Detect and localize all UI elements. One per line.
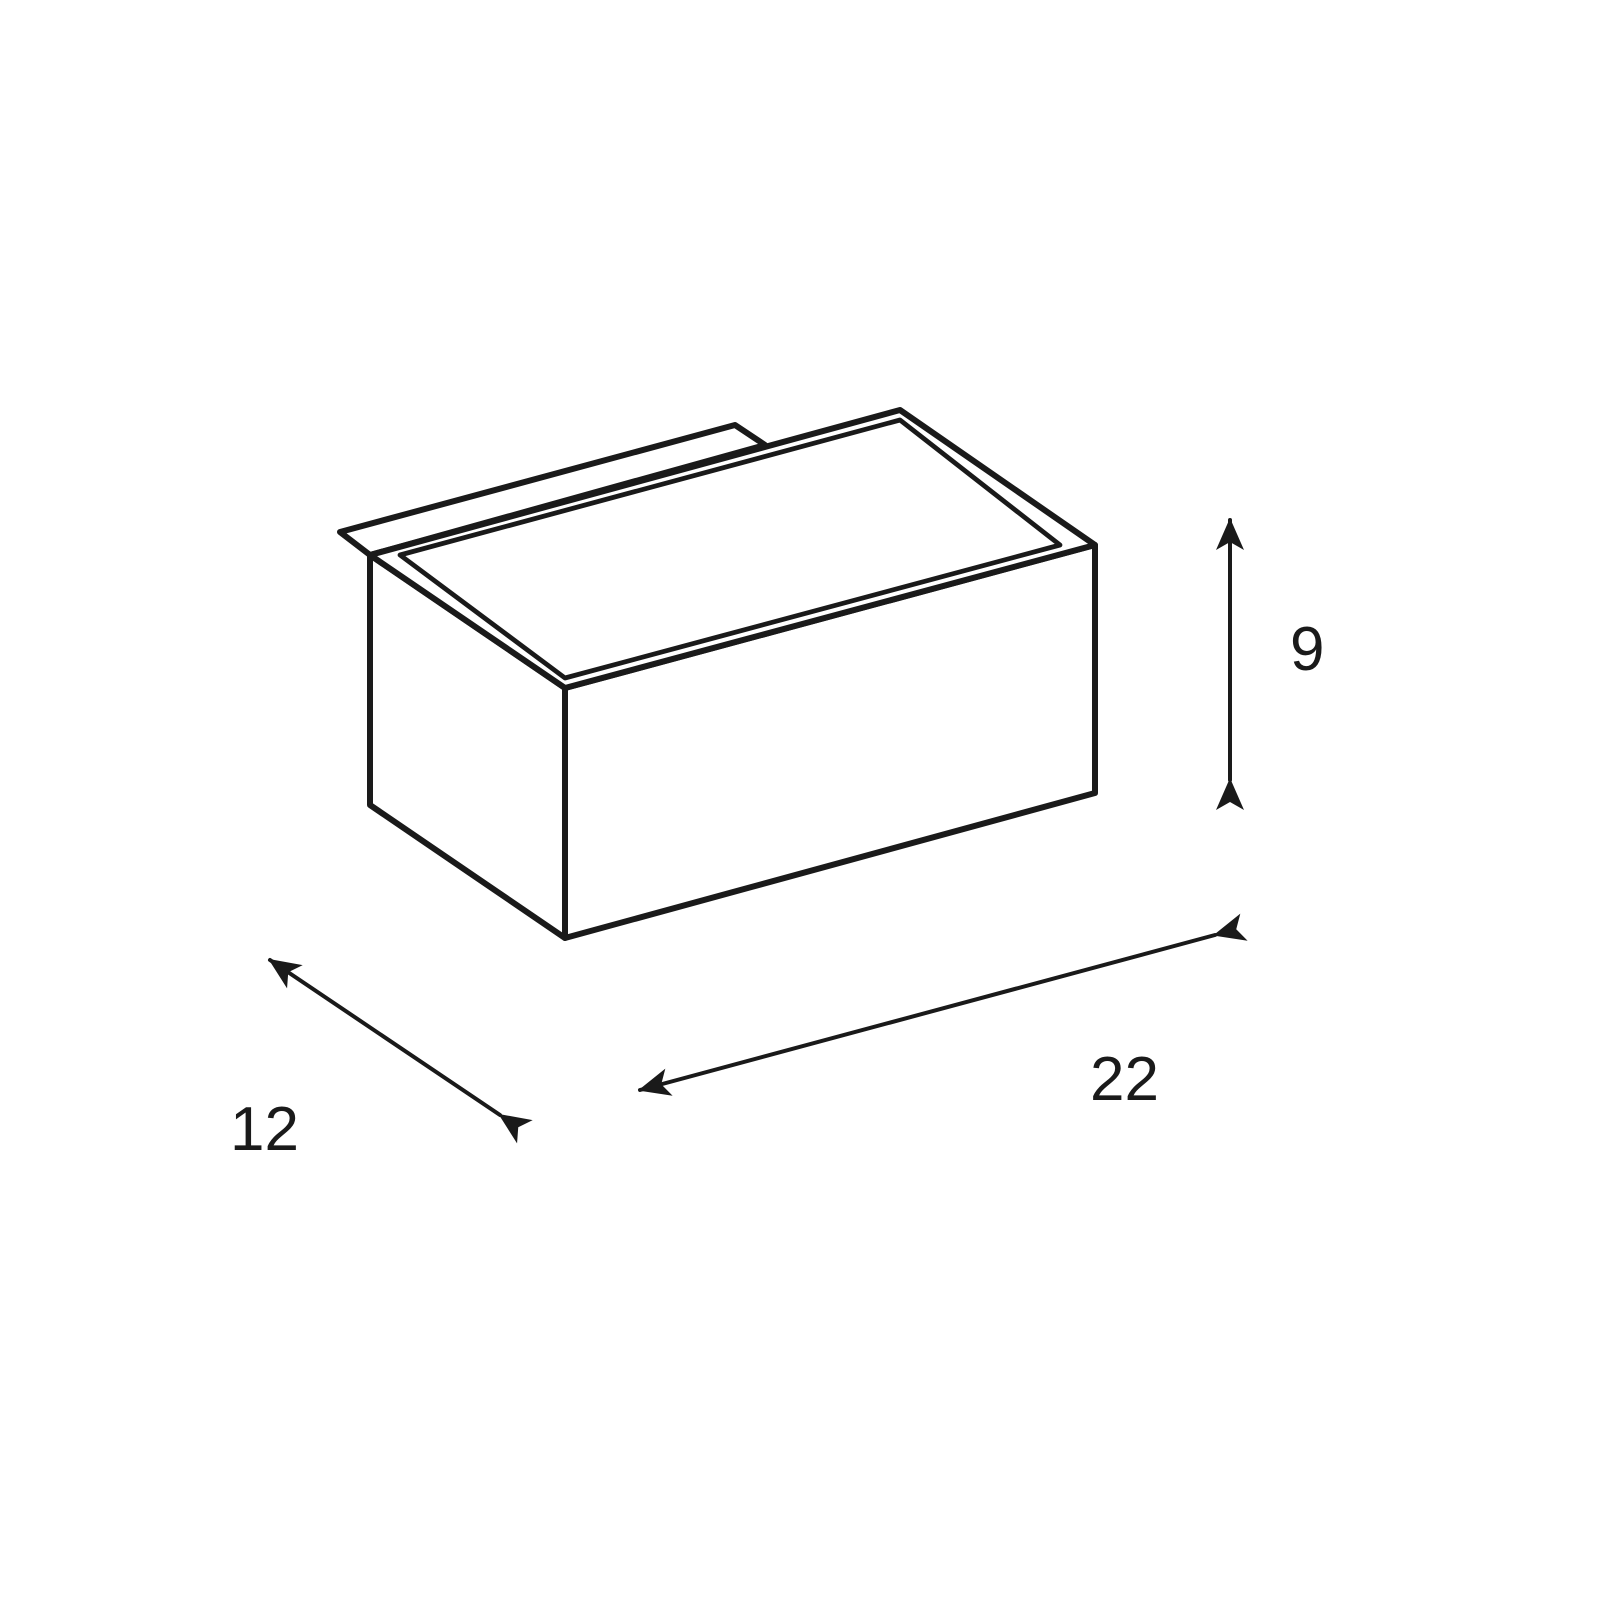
dimension-depth-label: 12: [230, 1095, 299, 1164]
box: [340, 410, 1095, 938]
dimension-width-label: 22: [1090, 1045, 1159, 1114]
dimension-diagram: 9 22 12: [0, 0, 1600, 1600]
dimension-height-label: 9: [1290, 615, 1324, 684]
